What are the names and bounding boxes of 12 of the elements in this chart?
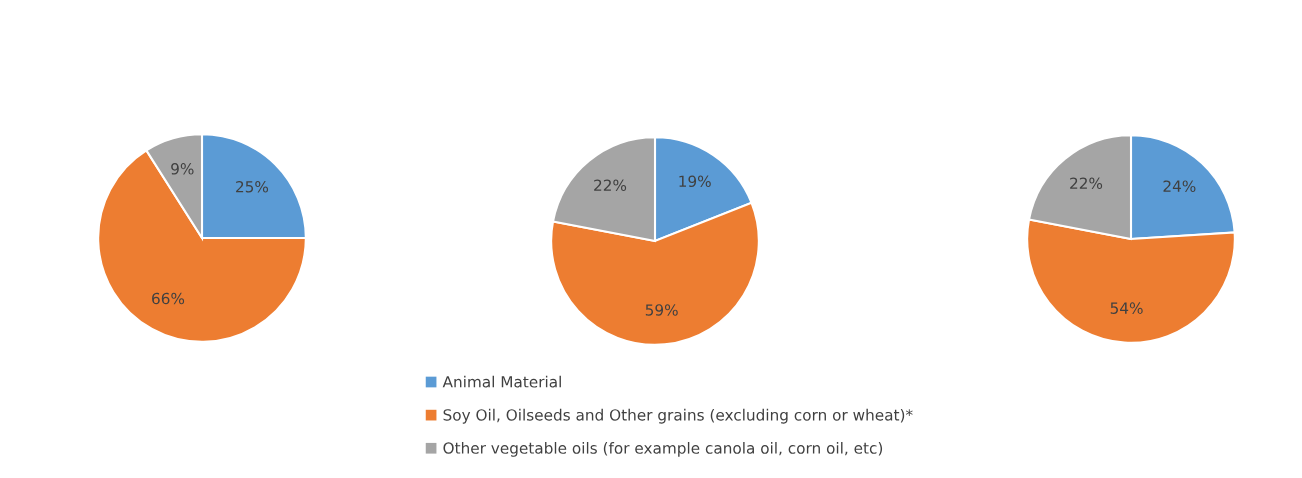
data-label: 59%	[645, 304, 678, 316]
legend-label: Soy Oil, Oilseeds and Other grains (excluding corn or wheat)*	[443, 408, 913, 424]
data-label: 22%	[1070, 177, 1103, 190]
data-label: 19%	[679, 175, 711, 188]
data-label: 25%	[236, 180, 269, 193]
data-label: 22%	[594, 179, 627, 192]
data-label: 66%	[152, 292, 185, 305]
data-label: 9%	[171, 163, 194, 175]
data-label: 24%	[1163, 180, 1196, 192]
legend-label: Animal Material	[442, 375, 561, 388]
legend-label: Other vegetable oils (for example canola oil, corn oil, etc)	[443, 441, 883, 457]
data-label: 54%	[1110, 302, 1143, 314]
